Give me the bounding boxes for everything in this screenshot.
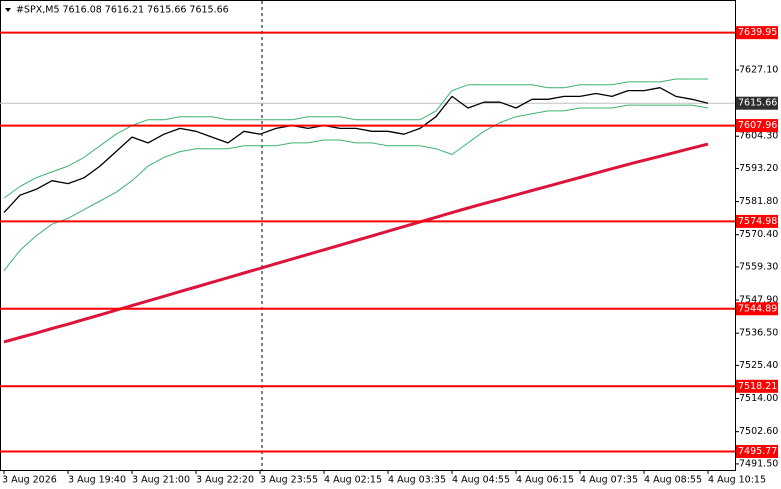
x-tick-label: 4 Aug 10:15 <box>708 475 766 486</box>
price-series <box>3 142 709 344</box>
x-tick-label: 4 Aug 03:35 <box>388 475 446 486</box>
level-tag <box>736 119 778 133</box>
level-label: 7544.89 <box>738 303 777 314</box>
x-tick-label: 4 Aug 02:15 <box>324 475 382 486</box>
price-series <box>3 104 709 272</box>
chart-title: #SPX,M5 7616.08 7616.21 7615.66 7615.66 <box>16 5 229 16</box>
y-tick-label: 7604.30 <box>739 131 778 142</box>
last-price-tag <box>736 96 778 110</box>
y-tick-label: 7559.30 <box>739 261 778 272</box>
x-tick-label: 4 Aug 04:55 <box>452 475 510 486</box>
y-tick-label: 7536.50 <box>739 328 778 339</box>
y-tick-label: 7525.40 <box>739 360 778 371</box>
menu-icon <box>5 8 11 12</box>
level-label: 7574.98 <box>738 216 777 227</box>
x-tick-label: 4 Aug 07:35 <box>580 475 638 486</box>
plot-frame <box>0 0 736 471</box>
x-tick-label: 3 Aug 21:00 <box>132 475 190 486</box>
y-tick-label: 7514.00 <box>739 393 778 404</box>
y-tick-label: 7502.60 <box>739 426 778 437</box>
x-tick-label: 3 Aug 19:40 <box>68 475 126 486</box>
level-tag <box>736 444 778 458</box>
level-tag <box>736 379 778 393</box>
level-label: 7639.95 <box>738 27 777 38</box>
level-tag <box>736 302 778 316</box>
price-series <box>3 87 709 214</box>
x-tick-label: 3 Aug 2026 <box>2 475 57 486</box>
level-label: 7495.77 <box>738 446 777 457</box>
y-tick-label: 7491.50 <box>739 458 778 469</box>
y-tick-label: 7627.10 <box>739 64 778 75</box>
x-tick-label: 4 Aug 06:15 <box>516 475 574 486</box>
level-label: 7607.96 <box>738 120 777 131</box>
y-tick-label: 7547.90 <box>739 295 778 306</box>
x-tick-label: 4 Aug 08:55 <box>644 475 702 486</box>
y-tick-label: 7593.20 <box>739 163 778 174</box>
price-series <box>3 78 708 199</box>
y-tick-label: 7581.80 <box>739 196 778 207</box>
y-tick-label: 7570.40 <box>739 229 778 240</box>
last-price-label: 7615.66 <box>738 98 777 109</box>
level-tag <box>736 214 778 228</box>
level-tag <box>736 26 778 40</box>
level-label: 7518.21 <box>738 381 777 392</box>
x-tick-label: 3 Aug 22:20 <box>196 475 254 486</box>
x-tick-label: 3 Aug 23:55 <box>260 475 318 486</box>
